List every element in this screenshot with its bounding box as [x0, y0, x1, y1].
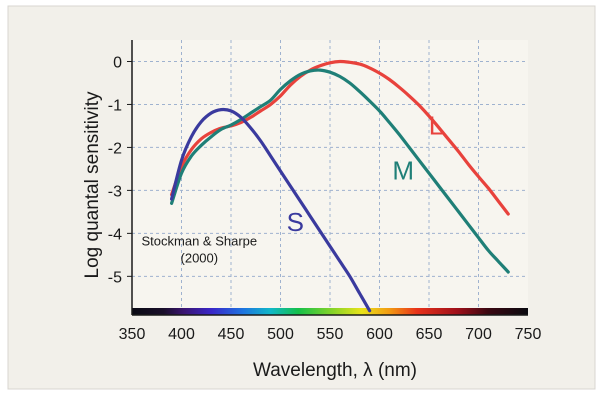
x-axis-label: Wavelength, λ (nm) — [253, 360, 417, 381]
y-tick-label: -3 — [108, 183, 122, 200]
grid — [132, 40, 528, 315]
y-tick-label: -1 — [108, 97, 122, 114]
x-tick-label: 600 — [366, 326, 393, 343]
series-line-m — [170, 68, 510, 274]
y-axis-label: Log quantal sensitivity — [82, 91, 103, 278]
x-tick-label: 500 — [267, 326, 294, 343]
series-layer — [170, 59, 510, 313]
series-label-s: S — [287, 207, 304, 237]
y-tick-label: -5 — [108, 269, 122, 286]
y-tick-label: -4 — [108, 226, 122, 243]
series-label-m: M — [392, 156, 414, 186]
spectrum-bar — [132, 308, 528, 315]
x-tick-label: 700 — [465, 326, 492, 343]
plot-area — [132, 40, 528, 315]
spectrum-bar — [132, 308, 528, 315]
series-line-s — [170, 107, 372, 313]
x-tick-label: 350 — [119, 326, 146, 343]
y-tick-label: -2 — [108, 140, 122, 157]
series-label-l: L — [429, 111, 443, 141]
x-tick-label: 550 — [317, 326, 344, 343]
x-tick-label: 400 — [168, 326, 195, 343]
axes — [127, 40, 528, 316]
x-tick-label: 450 — [218, 326, 245, 343]
x-tick-label: 750 — [515, 326, 542, 343]
x-tick-label: 650 — [416, 326, 443, 343]
y-tick-label: 0 — [113, 54, 122, 71]
annotation-text: Stockman & Sharpe (2000) — [142, 233, 258, 265]
labels: Log quantal sensitivity Wavelength, λ (n… — [82, 54, 541, 381]
